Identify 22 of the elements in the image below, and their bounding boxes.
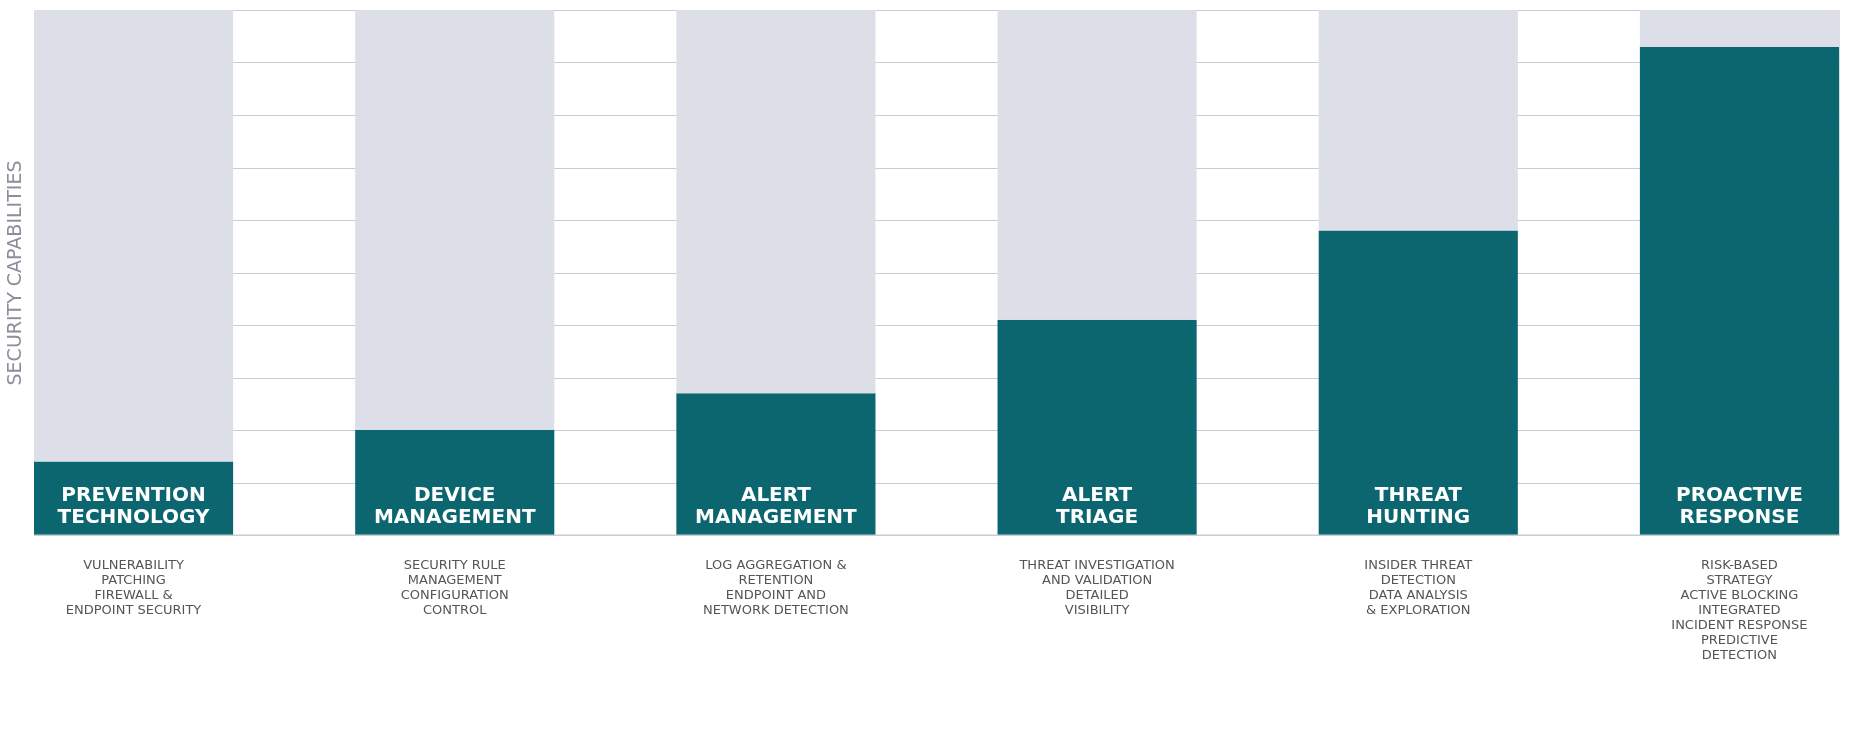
x-tick-label: DEVICE MANAGEMENT xyxy=(373,482,536,528)
bar xyxy=(997,319,1197,535)
text: VULNERABILITY PATCHING FIREWALL & ENDPOINT SECURITY xyxy=(65,557,202,617)
text: INSIDER THREAT DETECTION DATA ANALYSIS & EXPLORATION xyxy=(1364,557,1473,617)
x-tick-label: ALERT MANAGEMENT xyxy=(695,482,858,528)
text: RISK-BASED STRATEGY ACTIVE BLOCKING INTEGRATED INCIDENT RESPONSE PREDICTIVE DETECTION xyxy=(1671,557,1808,662)
text: THREAT INVESTIGATION AND VALIDATION DETAILED VISIBILITY xyxy=(1018,557,1175,617)
x-tick-label: ALERT TRIAGE xyxy=(1056,482,1139,528)
x-tick-label: THREAT HUNTING xyxy=(1366,482,1471,528)
bar xyxy=(1318,230,1518,535)
bar xyxy=(355,10,555,430)
bar xyxy=(676,10,876,394)
text: SECURITY RULE MANAGEMENT CONFIGURATION CONTROL xyxy=(400,557,509,617)
bar xyxy=(676,393,876,535)
y-axis-title: SECURITY CAPABILITIES xyxy=(2,160,25,386)
bar xyxy=(1639,46,1839,535)
bar xyxy=(34,10,234,462)
bar xyxy=(1318,10,1518,231)
x-tick-label: PREVENTION TECHNOLOGY xyxy=(57,482,211,528)
x-tick-label: PROACTIVE RESPONSE xyxy=(1675,482,1803,528)
bar xyxy=(997,10,1197,320)
text: LOG AGGREGATION & RETENTION ENDPOINT AND NETWORK DETECTION xyxy=(702,557,849,617)
